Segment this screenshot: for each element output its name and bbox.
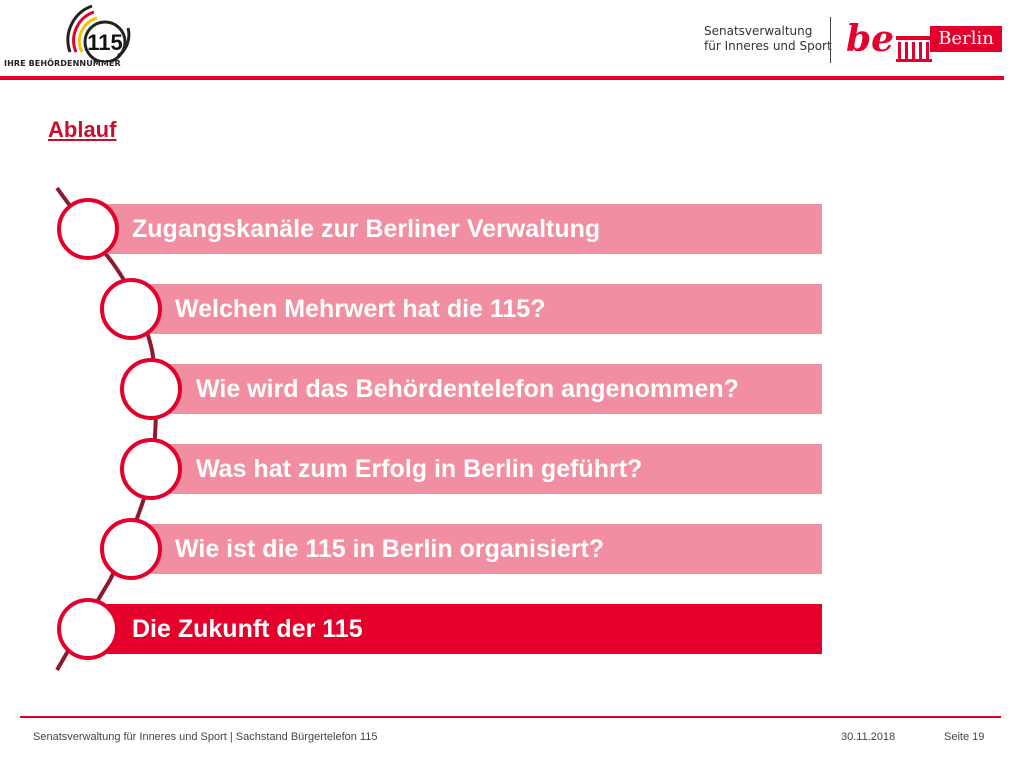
agenda-bullet-circle [120, 358, 182, 420]
logo-115-number: 115 [87, 30, 123, 55]
agenda-item-label: Zugangskanäle zur Berliner Verwaltung [132, 214, 601, 243]
berlin-logo-text: Berlin [930, 26, 1002, 52]
header-rule [0, 76, 1004, 80]
department-line-1: Senatsverwaltung [704, 24, 813, 38]
agenda-bullet-circle [100, 518, 162, 580]
department-line-2: für Inneres und Sport [704, 39, 832, 53]
be-berlin-logo: be Berlin [846, 18, 1006, 64]
agenda-bullet-circle [57, 598, 119, 660]
agenda-item-6-active: Die Zukunft der 115 [90, 604, 822, 654]
agenda-item-2: Welchen Mehrwert hat die 115? [133, 284, 822, 334]
footer-date: 30.11.2018 [841, 731, 896, 743]
brandenburg-gate-icon [896, 36, 932, 62]
header: 115 IHRE BEHÖRDENNUMMER Senatsverwaltung… [0, 0, 1024, 80]
agenda-item-1: Zugangskanäle zur Berliner Verwaltung [90, 204, 822, 254]
department-name: Senatsverwaltung für Inneres und Sport [704, 24, 832, 54]
logo-115: 115 IHRE BEHÖRDENNUMMER [0, 0, 150, 78]
footer-rule [20, 716, 1001, 718]
agenda-item-label: Was hat zum Erfolg in Berlin geführt? [196, 454, 643, 483]
agenda-bullet-circle [120, 438, 182, 500]
logo-115-mark: 115 [66, 4, 131, 62]
agenda-bullet-circle [57, 198, 119, 260]
agenda-item-label: Wie ist die 115 in Berlin organisiert? [175, 534, 605, 563]
footer-page-number: Seite 19 [944, 731, 985, 743]
agenda-bullet-circle [100, 278, 162, 340]
agenda-item-4: Was hat zum Erfolg in Berlin geführt? [153, 444, 822, 494]
agenda-item-5: Wie ist die 115 in Berlin organisiert? [133, 524, 822, 574]
logo-115-caption: IHRE BEHÖRDENNUMMER [4, 59, 121, 68]
agenda-item-3: Wie wird das Behördentelefon angenommen? [153, 364, 822, 414]
agenda-item-label: Wie wird das Behördentelefon angenommen? [196, 374, 739, 403]
footer-text: Senatsverwaltung für Inneres und Sport |… [33, 731, 378, 743]
header-divider [830, 17, 831, 63]
section-title: Ablauf [48, 117, 117, 142]
agenda-item-label: Welchen Mehrwert hat die 115? [175, 294, 546, 323]
be-logo-text: be [846, 18, 895, 60]
agenda-item-label: Die Zukunft der 115 [132, 614, 363, 643]
